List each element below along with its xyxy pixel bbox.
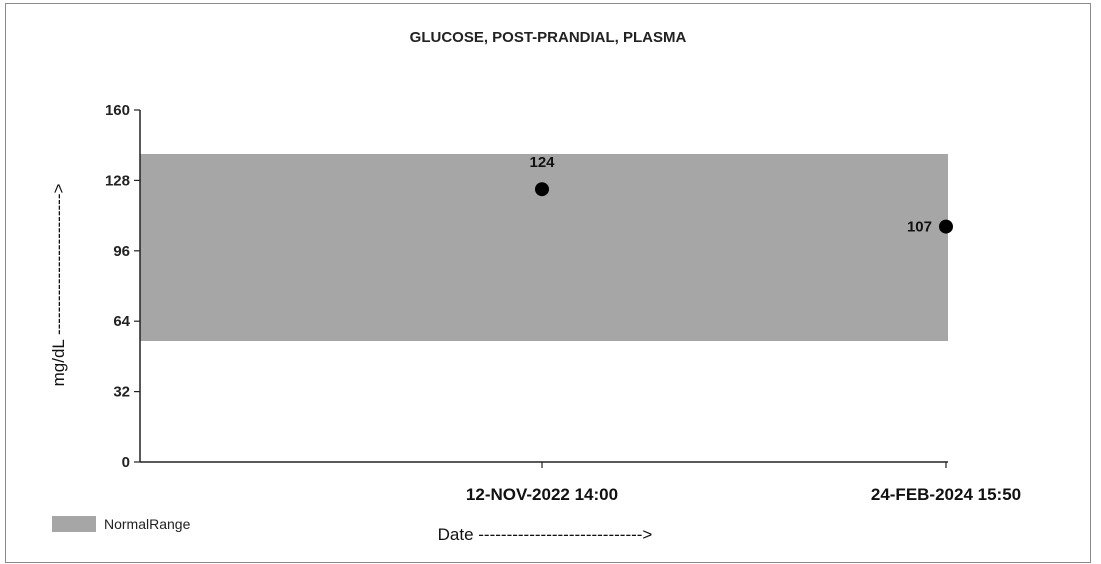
y-tick-label: 0 <box>122 454 130 471</box>
chart-title: GLUCOSE, POST-PRANDIAL, PLASMA <box>410 29 687 46</box>
y-tick-label: 32 <box>113 384 130 401</box>
plot-area: 0 32 64 96 128 160 12-NOV-2022 14:00 24-FEB-202… <box>105 102 1021 504</box>
y-tick-label: 128 <box>105 172 130 189</box>
y-tick-label: 160 <box>105 102 130 119</box>
data-point <box>939 219 953 234</box>
data-label: 124 <box>529 154 555 171</box>
x-tick-label: 12-NOV-2022 14:00 <box>466 485 618 504</box>
legend-label-normal-range: NormalRange <box>104 516 191 532</box>
legend: NormalRange <box>52 516 191 532</box>
y-tick-label: 64 <box>113 313 130 330</box>
x-tick-label: 24-FEB-2024 15:50 <box>871 485 1021 504</box>
legend-swatch-normal-range <box>52 516 96 532</box>
normal-range-band <box>140 154 948 341</box>
x-axis-title: Date -----------------------------> <box>438 525 653 544</box>
y-axis-title: mg/dL -------------------------> <box>49 184 68 387</box>
data-label: 107 <box>907 219 932 236</box>
y-tick-label: 96 <box>113 243 130 260</box>
data-point <box>535 182 549 197</box>
